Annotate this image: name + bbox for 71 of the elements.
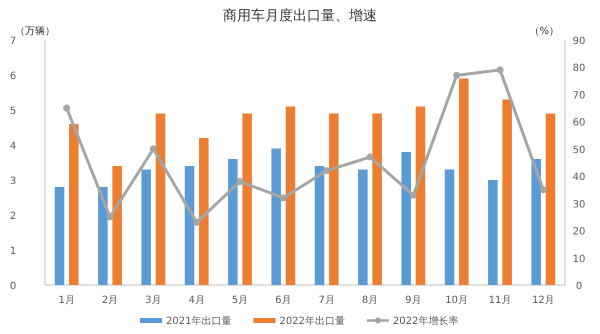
bar	[401, 152, 411, 285]
y-axis-title: （万辆）	[15, 25, 55, 37]
bar	[444, 170, 454, 285]
y2-tick-label: 60	[572, 118, 586, 129]
point	[540, 186, 547, 194]
y-tick-label: 4	[10, 141, 16, 152]
point	[323, 167, 330, 174]
bar	[358, 170, 368, 285]
point	[453, 72, 460, 79]
y2-tick-label: 70	[572, 90, 586, 102]
point	[366, 154, 374, 161]
bar	[502, 100, 512, 285]
bar	[286, 106, 296, 285]
x-tick-label: 2月	[102, 295, 118, 306]
y2-tick-label: 50	[572, 144, 586, 156]
x-tick-label: 10月	[445, 295, 468, 306]
y2-tick-label: 30	[572, 199, 586, 210]
x-tick-label: 12月	[532, 295, 555, 306]
legend-label: 2021年出口量	[166, 315, 232, 327]
point	[63, 104, 70, 112]
point	[280, 194, 287, 202]
y-tick-label: 0	[10, 281, 16, 292]
bar	[156, 114, 166, 285]
y2-axis-title: （%）	[529, 26, 559, 37]
x-tick-label: 9月	[405, 295, 422, 306]
bar	[98, 187, 108, 285]
bar	[416, 106, 426, 285]
y-tick-label: 6	[10, 71, 16, 82]
bar	[112, 166, 122, 285]
bar	[242, 114, 252, 285]
bar	[184, 166, 194, 285]
bar	[488, 180, 498, 285]
x-tick-label: 4月	[188, 295, 205, 306]
legend-label: 2022年出口量	[279, 315, 345, 327]
bar	[314, 166, 324, 285]
x-tick-label: 5月	[232, 295, 248, 306]
y2-tick-label: 90	[572, 36, 586, 47]
bar	[329, 114, 339, 285]
bar	[459, 78, 469, 285]
point	[236, 178, 244, 186]
chart-title: 商用车月度出口量、增速	[223, 8, 377, 24]
bar	[54, 187, 64, 285]
y2-tick-label: 10	[572, 254, 586, 265]
x-tick-label: 8月	[362, 295, 378, 306]
y2-tick-label: 20	[572, 226, 586, 238]
point	[150, 145, 157, 152]
y2-tick-label: 0	[576, 281, 582, 292]
y-tick-label: 5	[10, 106, 16, 117]
y2-tick-label: 40	[572, 172, 586, 184]
x-tick-label: 7月	[318, 295, 335, 306]
point	[193, 218, 200, 226]
x-tick-label: 11月	[488, 295, 512, 306]
point	[410, 192, 417, 199]
bar	[372, 114, 382, 285]
bar	[546, 114, 556, 285]
point	[496, 66, 504, 74]
legend-label: 2022年增长率	[392, 315, 458, 327]
bar	[141, 170, 151, 285]
x-tick-label: 3月	[145, 295, 162, 306]
bar	[69, 124, 79, 285]
y2-tick-label: 80	[572, 63, 586, 74]
x-tick-label: 6月	[275, 295, 292, 306]
bar	[228, 159, 238, 285]
y-tick-label: 2	[10, 211, 16, 222]
y-tick-label: 3	[10, 176, 16, 187]
bar	[271, 148, 281, 285]
y-tick-label: 1	[10, 246, 16, 257]
bar	[531, 159, 541, 285]
bar	[199, 138, 209, 285]
y-tick-label: 7	[10, 36, 16, 47]
x-tick-label: 1月	[58, 295, 75, 306]
